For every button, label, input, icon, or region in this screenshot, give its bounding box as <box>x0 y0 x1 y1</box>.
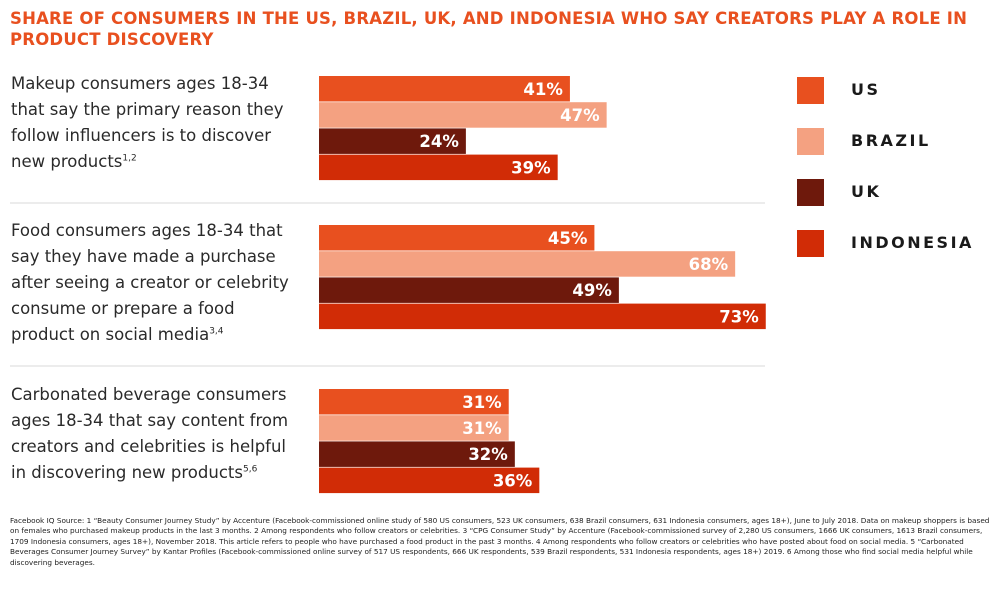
legend-label-us: US <box>851 80 881 99</box>
category-label-food: Food consumers ages 18-34 that say they … <box>11 218 301 348</box>
bar-uk-group-1 <box>319 128 466 154</box>
bar-uk-group-3 <box>319 441 515 467</box>
bar-value-label-uk-group-1: 24% <box>419 132 459 151</box>
category-label-makeup: Makeup consumers ages 18-34 that say the… <box>11 71 301 175</box>
bar-brazil-group-1 <box>319 102 607 128</box>
legend-label-brazil: BRAZIL <box>851 131 931 150</box>
bar-value-label-indonesia-group-1: 39% <box>511 158 551 177</box>
bar-value-label-brazil-group-1: 47% <box>560 106 600 125</box>
legend-label-indonesia: INDONESIA <box>851 233 974 252</box>
legend-swatch-uk <box>797 179 824 206</box>
bar-value-label-brazil-group-3: 31% <box>462 419 502 438</box>
bar-us-group-3 <box>319 389 509 415</box>
bar-indonesia-group-3 <box>319 467 540 494</box>
bar-value-label-us-group-1: 41% <box>523 80 563 99</box>
bar-indonesia-group-1 <box>319 154 558 181</box>
bar-value-label-uk-group-3: 32% <box>468 445 508 464</box>
legend-swatch-brazil <box>797 128 824 155</box>
bar-value-label-indonesia-group-2: 73% <box>719 307 759 326</box>
category-label-text: Food consumers ages 18-34 that say they … <box>11 221 289 344</box>
bar-brazil-group-3 <box>319 415 509 441</box>
legend-swatch-us <box>797 77 824 104</box>
category-label-footnote-ref: 1,2 <box>122 153 137 164</box>
category-label-text: Carbonated beverage consumers ages 18-34… <box>11 385 289 482</box>
category-label-footnote-ref: 5,6 <box>242 464 258 475</box>
bar-value-label-brazil-group-2: 68% <box>689 255 729 274</box>
bar-value-label-us-group-2: 45% <box>548 229 588 248</box>
bar-us-group-2 <box>319 225 595 251</box>
bar-uk-group-2 <box>319 277 619 303</box>
chart-title: SHARE OF CONSUMERS IN THE US, BRAZIL, UK… <box>10 9 968 49</box>
bar-us-group-1 <box>319 76 570 102</box>
legend-label-uk: UK <box>851 182 882 201</box>
category-label-footnote-ref: 3,4 <box>209 326 224 337</box>
bar-value-label-uk-group-2: 49% <box>572 281 612 300</box>
source-footnote: Facebook IQ Source: 1 “Beauty Consumer J… <box>10 516 990 567</box>
category-label-text: Makeup consumers ages 18-34 that say the… <box>11 74 284 171</box>
bar-value-label-us-group-3: 31% <box>462 393 502 412</box>
legend-swatch-indonesia <box>797 230 824 257</box>
bar-brazil-group-2 <box>319 251 736 277</box>
category-label-beverage: Carbonated beverage consumers ages 18-34… <box>11 382 301 486</box>
bar-indonesia-group-2 <box>319 303 766 330</box>
bar-value-label-indonesia-group-3: 36% <box>493 471 533 490</box>
